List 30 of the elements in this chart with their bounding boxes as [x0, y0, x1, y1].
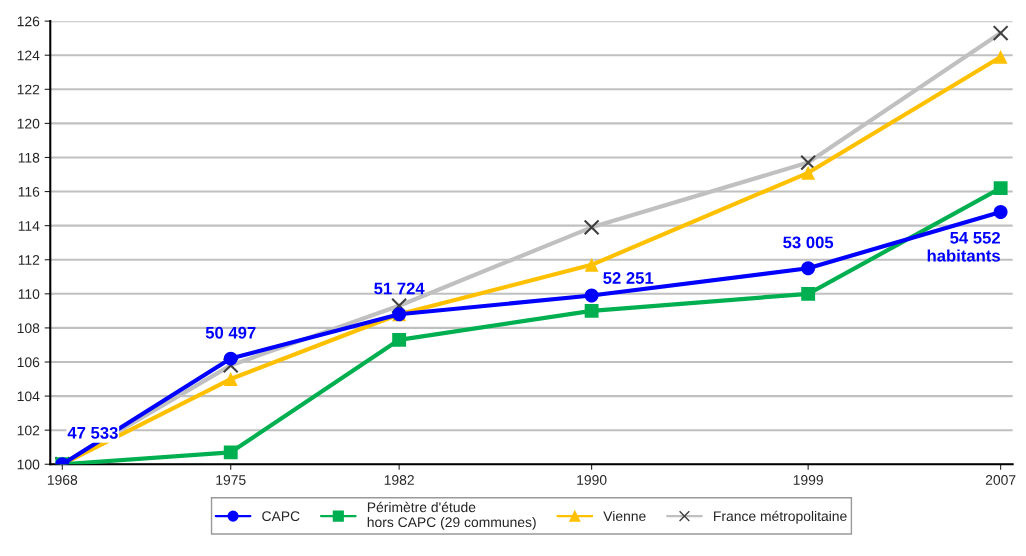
y-tick-label: 120 — [17, 118, 40, 129]
x-tick-label: 1975 — [216, 475, 246, 485]
y-tick-label: 122 — [17, 84, 40, 95]
legend-label: CAPC — [262, 511, 300, 522]
y-tick-label: 124 — [17, 50, 40, 61]
y-tick-label: 108 — [17, 323, 40, 334]
x-tick-label: 1990 — [577, 475, 607, 485]
y-tick-label: 112 — [18, 255, 40, 265]
y-tick-label: 106 — [17, 357, 40, 368]
y-tick-label: 116 — [18, 186, 40, 197]
annotation: 54 552 habitants — [927, 231, 1000, 262]
y-tick-label: 110 — [18, 289, 40, 299]
y-tick-label: 100 — [17, 459, 40, 470]
annotation: 47 533 — [67, 426, 118, 439]
annotation: 51 724 — [374, 282, 425, 295]
annotation: 52 251 — [603, 272, 654, 284]
annotation: 53 005 — [783, 236, 834, 249]
x-tick-label: 2007 — [985, 475, 1016, 485]
y-tick-label: 126 — [17, 16, 40, 27]
y-tick-label: 102 — [17, 425, 40, 436]
y-tick-label: 114 — [18, 221, 40, 231]
annotation: 50 497 — [205, 326, 256, 339]
y-tick-label: 104 — [17, 391, 40, 402]
x-tick-label: 1999 — [793, 475, 823, 485]
legend-label: Vienne — [603, 510, 646, 522]
x-tick-label: 1968 — [47, 475, 78, 485]
y-tick-label: 118 — [18, 152, 40, 163]
legend-label: France métropolitaine — [714, 510, 847, 524]
legend-label: Périmètre d'étude hors CAPC (29 communes) — [367, 501, 536, 530]
x-tick-label: 1982 — [384, 475, 414, 485]
